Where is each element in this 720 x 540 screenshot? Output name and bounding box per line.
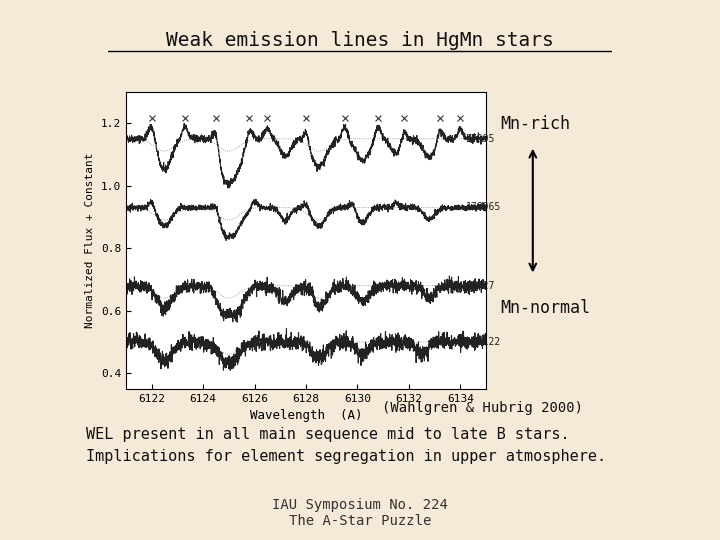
Text: 186122: 186122 (465, 337, 500, 347)
Text: 27295: 27295 (465, 134, 495, 144)
Text: WEL present in all main sequence mid to late B stars.: WEL present in all main sequence mid to … (86, 427, 570, 442)
Text: (Wahlgren & Hubrig 2000): (Wahlgren & Hubrig 2000) (382, 401, 582, 415)
Text: IAU Symposium No. 224: IAU Symposium No. 224 (272, 498, 448, 512)
Text: Weak emission lines in HgMn stars: Weak emission lines in HgMn stars (166, 31, 554, 50)
Text: Mn-normal: Mn-normal (500, 299, 590, 317)
Y-axis label: Normalized Flux + Constant: Normalized Flux + Constant (86, 152, 95, 328)
Text: Mn-rich: Mn-rich (500, 115, 570, 133)
Text: 16727: 16727 (465, 281, 495, 291)
Text: The A-Star Puzzle: The A-Star Puzzle (289, 514, 431, 528)
X-axis label: Wavelength  (A): Wavelength (A) (250, 409, 362, 422)
Text: 178065: 178065 (465, 202, 500, 212)
Text: Implications for element segregation in upper atmosphere.: Implications for element segregation in … (86, 449, 606, 464)
